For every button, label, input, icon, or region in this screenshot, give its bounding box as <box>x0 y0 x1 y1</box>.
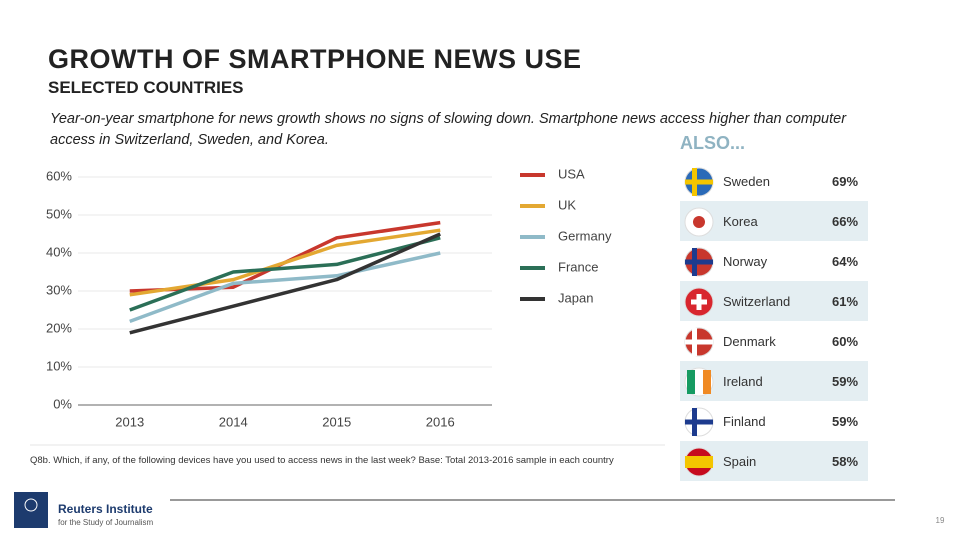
table-row: Spain 58% <box>680 441 868 481</box>
legend-label: France <box>558 259 598 274</box>
flag-part <box>685 456 713 468</box>
subtitle: SELECTED COUNTRIES <box>48 78 244 97</box>
legend-label: UK <box>558 197 576 212</box>
series-line <box>129 232 441 335</box>
also-title: ALSO... <box>680 133 746 153</box>
legend-label: USA <box>558 166 585 181</box>
series-line <box>129 228 441 297</box>
rows: Sweden 69% Korea 66% Norway 64% Switzerland 61%… <box>680 161 868 481</box>
flag <box>684 407 714 437</box>
flag <box>684 207 714 237</box>
flag-part <box>685 419 713 425</box>
country: Spain <box>723 453 757 469</box>
title: GROWTH OF SMARTPHONE NEWS USE <box>48 44 582 74</box>
x-tick-label: 2014 <box>219 414 248 429</box>
flag <box>684 367 714 397</box>
flag-part <box>703 370 711 394</box>
org-name: Reuters Institute <box>58 502 153 516</box>
share: 69% <box>832 173 859 189</box>
table-row: Norway 64% <box>680 241 868 281</box>
country: Finland <box>723 413 766 429</box>
oxford-crest <box>24 498 38 512</box>
share: 66% <box>832 213 859 229</box>
flag-part <box>685 179 713 185</box>
footnote: Q8b. Which, if any, of the following dev… <box>30 455 614 466</box>
share: 60% <box>832 333 859 349</box>
y-tick-label: 20% <box>46 320 72 335</box>
y-tick-label: 10% <box>46 358 72 373</box>
table-row: Sweden 69% <box>680 161 868 201</box>
table-row: Ireland 59% <box>680 361 868 401</box>
y-tick-label: 50% <box>46 206 72 221</box>
country: Ireland <box>723 373 763 389</box>
table-row: Denmark 60% <box>680 321 868 361</box>
share: 58% <box>832 453 859 469</box>
country: Sweden <box>723 173 770 189</box>
y-tick-label: 60% <box>46 168 72 183</box>
country: Norway <box>723 253 768 269</box>
country: Switzerland <box>723 293 791 309</box>
oxford-logo <box>14 492 48 528</box>
share: 61% <box>832 293 859 309</box>
flag-part <box>693 216 705 228</box>
share: 64% <box>832 253 859 269</box>
country: Denmark <box>723 333 776 349</box>
flag-part <box>685 259 713 265</box>
share: 59% <box>832 373 859 389</box>
share: 59% <box>832 413 859 429</box>
legend-label: Japan <box>558 290 593 305</box>
flag <box>684 167 714 197</box>
flag-part <box>687 370 695 394</box>
org-sub: for the Study of Journalism <box>58 518 153 527</box>
series-line <box>129 251 441 324</box>
flag-part <box>691 299 707 305</box>
country: Korea <box>723 213 758 229</box>
y-tick-label: 30% <box>46 282 72 297</box>
description: Year-on-year smartphone for news growth … <box>50 111 847 148</box>
x-tick-label: 2015 <box>322 414 351 429</box>
table-row: Switzerland 61% <box>680 281 868 321</box>
series-line <box>129 236 441 312</box>
legend-label: Germany <box>558 228 612 243</box>
page-number: 19 <box>936 516 945 525</box>
x-tick-label: 2013 <box>115 414 144 429</box>
y-tick-label: 40% <box>46 244 72 259</box>
x-tick-label: 2016 <box>426 414 455 429</box>
table-row: Korea 66% <box>680 201 868 241</box>
flag <box>684 327 714 357</box>
table-row: Finland 59% <box>680 401 868 441</box>
flag <box>684 447 714 477</box>
y-tick-label: 0% <box>53 396 72 411</box>
also-table: ALSO... Sweden 69% Korea 66% Norway 64% Switze… <box>680 133 868 481</box>
flag <box>684 247 714 277</box>
flag <box>684 287 714 317</box>
flag-part <box>685 339 713 345</box>
